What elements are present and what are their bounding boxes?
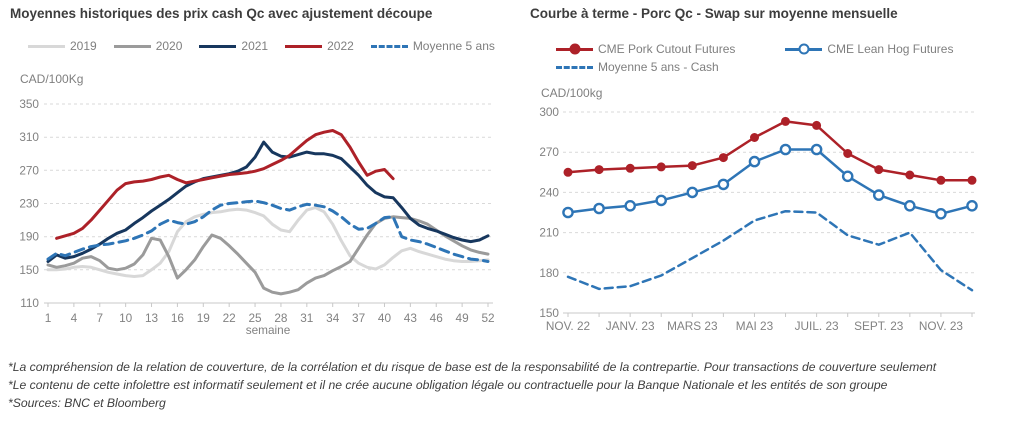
svg-text:MAI 23: MAI 23	[736, 319, 774, 333]
svg-text:13: 13	[145, 311, 159, 325]
forward-curve-chart: Courbe à terme - Porc Qc - Swap sur moye…	[512, 0, 1024, 345]
svg-text:270: 270	[539, 145, 559, 159]
svg-text:16: 16	[171, 311, 185, 325]
line-swatch	[199, 41, 237, 52]
svg-text:210: 210	[539, 226, 559, 240]
line-swatch	[785, 43, 823, 55]
legend-item: 2019	[28, 39, 97, 53]
svg-text:180: 180	[539, 266, 559, 280]
dashed-line-swatch	[556, 62, 593, 73]
legend-label: 2020	[155, 39, 183, 53]
svg-text:SEPT. 23: SEPT. 23	[854, 319, 904, 333]
svg-text:semaine: semaine	[246, 323, 291, 337]
legend-left: 2019 2020 2021 2022 Moyenne 5 ans	[28, 39, 512, 57]
filled-circle-marker	[569, 43, 580, 55]
legend-label: CME Pork Cutout Futures	[598, 42, 736, 56]
legend-right: CME Pork Cutout Futures CME Lean Hog Futu…	[556, 42, 1003, 78]
line-swatch	[113, 41, 151, 52]
svg-text:49: 49	[456, 311, 469, 325]
open-circle-marker	[798, 43, 810, 55]
svg-text:310: 310	[19, 130, 39, 144]
legend-label: 2019	[70, 39, 97, 53]
svg-text:34: 34	[326, 311, 340, 325]
svg-text:150: 150	[539, 306, 559, 320]
svg-text:NOV. 23: NOV. 23	[919, 319, 964, 333]
svg-text:150: 150	[19, 263, 39, 277]
line-swatch	[28, 41, 65, 52]
svg-text:230: 230	[19, 197, 39, 211]
plot-area-left: 110 150 190 230 270 310 350 1 4 7 10 13 16 19 22 25 28 31…	[19, 97, 494, 337]
svg-text:NOV. 22: NOV. 22	[546, 319, 590, 333]
legend-item: CME Lean Hog Futures	[785, 42, 953, 56]
svg-text:JANV. 23: JANV. 23	[606, 319, 655, 333]
svg-text:270: 270	[19, 163, 39, 177]
svg-text:37: 37	[352, 311, 365, 325]
footnote-line: *Sources: BNC et Bloomberg	[8, 396, 166, 410]
svg-text:28: 28	[274, 311, 288, 325]
y-axis-unit-left: CAD/100Kg	[20, 72, 84, 86]
svg-text:4: 4	[71, 311, 78, 325]
svg-text:1: 1	[45, 311, 52, 325]
svg-text:25: 25	[248, 311, 262, 325]
svg-text:240: 240	[539, 185, 559, 199]
svg-text:43: 43	[404, 311, 418, 325]
legend-item: CME Pork Cutout Futures	[556, 42, 735, 56]
legend-label: Moyenne 5 ans - Cash	[598, 60, 719, 74]
footnotes: *La compréhension de la relation de couv…	[8, 358, 936, 412]
svg-text:40: 40	[378, 311, 392, 325]
legend-label: Moyenne 5 ans	[412, 39, 495, 53]
svg-text:JUIL. 23: JUIL. 23	[795, 319, 839, 333]
svg-text:190: 190	[19, 230, 39, 244]
svg-text:46: 46	[430, 311, 444, 325]
line-swatch	[556, 43, 593, 55]
svg-text:19: 19	[197, 311, 210, 325]
legend-item: 2022	[285, 39, 354, 53]
svg-text:22: 22	[223, 311, 236, 325]
svg-text:52: 52	[481, 311, 494, 325]
svg-text:7: 7	[96, 311, 103, 325]
line-swatch	[285, 41, 323, 52]
historical-prices-chart: Moyennes historiques des prix cash Qc av…	[0, 0, 512, 345]
legend-item: 2021	[199, 39, 268, 53]
legend-label: CME Lean Hog Futures	[827, 42, 954, 56]
chart-title-left: Moyennes historiques des prix cash Qc av…	[10, 6, 433, 21]
legend-item: Moyenne 5 ans - Cash	[556, 60, 719, 74]
footnote-line: *Le contenu de cette infolettre est info…	[8, 378, 888, 392]
plot-area-right: 150 180 210 240 270 300 NOV. 22 JANV. 23 MARS 23…	[539, 105, 978, 333]
svg-text:300: 300	[539, 105, 559, 119]
svg-text:10: 10	[119, 311, 133, 325]
svg-text:MARS 23: MARS 23	[667, 319, 718, 333]
legend-item: Moyenne 5 ans	[370, 39, 495, 53]
y-axis-unit-right: CAD/100kg	[541, 86, 603, 100]
dashed-line-swatch	[370, 41, 408, 52]
legend-label: 2022	[327, 39, 354, 53]
legend-item: 2020	[113, 39, 183, 53]
svg-text:31: 31	[300, 311, 313, 325]
svg-text:110: 110	[20, 296, 39, 310]
legend-label: 2021	[241, 39, 269, 53]
footnote-line: *La compréhension de la relation de couv…	[8, 360, 937, 374]
chart-title-right: Courbe à terme - Porc Qc - Swap sur moye…	[530, 6, 898, 21]
svg-text:350: 350	[19, 97, 39, 111]
